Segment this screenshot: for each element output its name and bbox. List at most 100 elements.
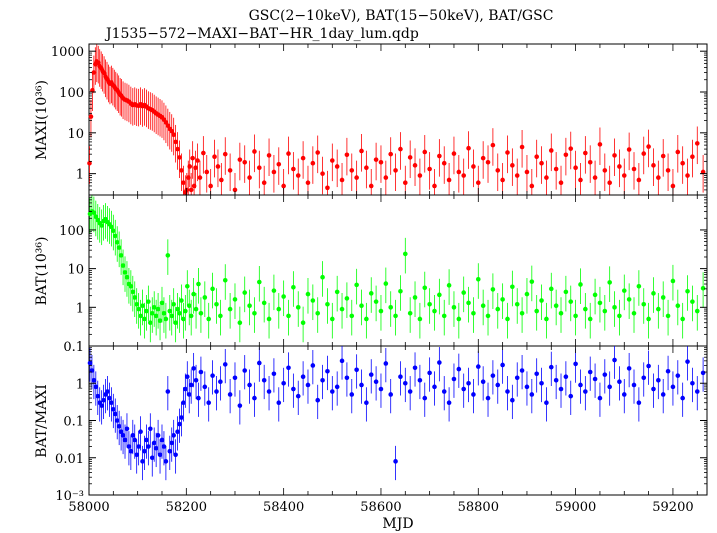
maxi-point: [193, 165, 198, 170]
maxi-point: [441, 160, 447, 166]
ratio-point: [136, 444, 141, 449]
ratio-point: [202, 384, 208, 390]
ratio-point: [109, 400, 114, 406]
maxi-point: [373, 157, 379, 162]
bat-point: [646, 316, 651, 322]
bat-point: [495, 306, 501, 312]
maxi-point: [514, 173, 520, 178]
x-axis-label: MJD: [382, 516, 413, 532]
bat-point: [441, 313, 447, 319]
maxi-point: [388, 151, 394, 157]
bat-point: [276, 306, 282, 312]
bat-y-axis-label: BAT(10³⁶): [34, 237, 50, 306]
bat-point: [122, 270, 128, 275]
ratio-point: [144, 437, 149, 443]
maxi-point: [583, 150, 588, 156]
maxi-point: [88, 114, 94, 119]
ratio-point: [656, 378, 661, 383]
ratio-point: [505, 389, 510, 394]
bat-point: [165, 253, 171, 258]
ratio-point: [111, 406, 116, 412]
bat-point: [602, 308, 608, 314]
maxi-point: [320, 171, 325, 176]
bat-point: [186, 303, 192, 309]
ratio-point: [475, 364, 481, 369]
ratio-point: [665, 368, 671, 374]
bat-point: [364, 316, 369, 322]
bat-point: [281, 294, 286, 299]
x-tick-label: 58400: [263, 500, 304, 515]
bat-point: [407, 311, 413, 316]
ratio-point: [592, 376, 598, 382]
bat-point: [539, 298, 544, 303]
x-tick-label: 58800: [458, 500, 499, 515]
ratio-y-axis-label: BAT/MAXI: [34, 384, 50, 458]
maxi-point: [651, 163, 656, 168]
ratio-point: [344, 375, 350, 381]
ratio-point: [310, 363, 316, 368]
bat-point: [626, 297, 632, 302]
ratio-point: [186, 392, 192, 397]
bat-point: [202, 295, 208, 300]
bat-point: [191, 291, 196, 297]
ratio-point: [112, 411, 118, 417]
maxi-point: [364, 165, 369, 170]
bat-point: [163, 316, 169, 322]
bat-y-ticks: 0.1 1 10 100: [59, 194, 707, 355]
ratio-point: [157, 452, 163, 458]
bat-point: [148, 320, 153, 326]
ratio-point: [227, 392, 233, 397]
bat-point: [132, 295, 138, 300]
bat-point: [500, 297, 505, 302]
bat-point: [118, 253, 124, 258]
ratio-point: [485, 395, 491, 401]
bat-point: [151, 305, 157, 310]
bat-point: [300, 320, 306, 326]
bat-point: [252, 311, 257, 316]
maxi-point: [451, 151, 457, 156]
bat-point: [359, 303, 364, 309]
bat-point: [485, 313, 491, 319]
maxi-point: [510, 163, 515, 168]
ratio-point: [553, 378, 559, 383]
ratio-point: [694, 389, 700, 394]
bat-point: [685, 288, 690, 294]
ratio-point: [558, 386, 564, 392]
maxi-point: [175, 146, 180, 152]
maxi-point: [505, 150, 510, 155]
ratio-point: [252, 395, 257, 401]
maxi-point: [305, 180, 311, 186]
ratio-point: [266, 389, 272, 394]
maxi-point: [670, 183, 676, 189]
bat-point: [592, 292, 598, 298]
maxi-point: [446, 177, 452, 183]
x-tick-label: 58200: [166, 500, 207, 515]
ratio-point: [167, 448, 173, 454]
bat-point: [242, 290, 248, 295]
ratio-point: [675, 373, 681, 378]
ratio-point: [631, 382, 637, 388]
ratio-point: [621, 392, 627, 397]
bat-point: [247, 303, 252, 309]
ratio-point: [305, 382, 311, 388]
ratio-point: [441, 389, 447, 394]
maxi-point: [422, 149, 428, 155]
ratio-point: [237, 403, 243, 408]
maxi-point: [227, 168, 233, 173]
ratio-point: [427, 370, 432, 376]
ratio-point: [149, 455, 155, 461]
bat-point: [146, 299, 151, 304]
bat-point: [446, 283, 452, 288]
ratio-point: [670, 384, 676, 390]
ratio-point: [257, 360, 262, 366]
bat-point: [210, 286, 215, 292]
ratio-point: [524, 384, 530, 390]
ratio-point: [222, 362, 228, 367]
maxi-point: [344, 152, 350, 158]
bat-point: [378, 308, 384, 314]
maxi-point: [295, 173, 301, 178]
ratio-point: [383, 361, 389, 366]
ratio-point: [188, 382, 194, 388]
ratio-point: [432, 384, 437, 390]
bat-point: [524, 291, 530, 297]
